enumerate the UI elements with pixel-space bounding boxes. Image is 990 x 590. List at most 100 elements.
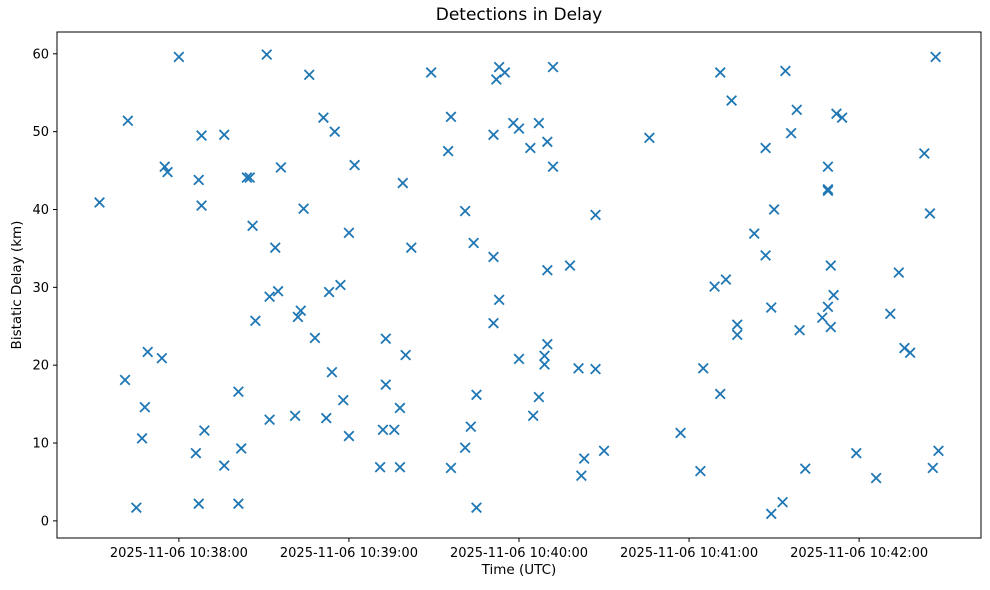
detection-marker xyxy=(720,274,732,285)
detection-marker xyxy=(193,174,205,186)
detection-marker xyxy=(173,51,185,63)
detection-marker xyxy=(825,260,837,271)
detection-marker xyxy=(777,496,789,508)
detection-marker xyxy=(825,321,837,333)
detection-marker xyxy=(643,132,655,144)
detection-marker xyxy=(488,251,499,263)
detection-marker xyxy=(289,410,301,422)
detection-marker xyxy=(264,414,276,426)
y-tick-label: 40 xyxy=(32,203,49,218)
detection-marker xyxy=(343,430,355,442)
detection-marker xyxy=(547,61,559,73)
detection-marker xyxy=(499,67,511,78)
detection-marker xyxy=(162,166,173,178)
detection-marker xyxy=(380,379,392,391)
detection-marker xyxy=(323,286,335,298)
detection-marker xyxy=(850,447,862,459)
detection-marker xyxy=(235,443,247,454)
y-tick-label: 20 xyxy=(32,359,49,374)
detection-marker xyxy=(159,161,171,173)
detection-marker xyxy=(218,460,230,472)
detection-marker xyxy=(380,333,392,345)
y-tick-label: 0 xyxy=(41,514,49,529)
x-tick-label: 2025-11-06 10:40:00 xyxy=(450,546,588,561)
detection-marker xyxy=(547,161,559,173)
detection-marker xyxy=(513,353,525,365)
detection-marker xyxy=(924,207,936,219)
detection-marker xyxy=(765,508,777,520)
detection-marker xyxy=(933,445,944,457)
detection-marker xyxy=(590,209,601,221)
detection-marker xyxy=(337,394,349,406)
detection-marker xyxy=(493,294,505,306)
detection-marker xyxy=(927,462,939,474)
detection-marker xyxy=(343,227,355,239)
detection-marker xyxy=(488,317,499,329)
detection-marker xyxy=(465,421,477,433)
detection-marker xyxy=(527,410,539,422)
detection-marker xyxy=(471,502,482,514)
detection-marker xyxy=(598,445,610,457)
detection-marker xyxy=(196,130,207,141)
detection-marker xyxy=(405,242,417,254)
detection-marker xyxy=(94,197,105,208)
detection-marker xyxy=(232,386,244,398)
detection-marker xyxy=(122,115,134,127)
detection-marker xyxy=(388,424,400,436)
detection-marker xyxy=(309,332,321,344)
detection-marker xyxy=(539,358,550,370)
detection-marker xyxy=(261,49,273,61)
detection-marker xyxy=(198,425,210,437)
detection-marker xyxy=(249,315,261,327)
detection-marker xyxy=(697,362,709,374)
detection-marker xyxy=(468,237,480,249)
detection-marker xyxy=(831,108,842,120)
detection-marker xyxy=(490,74,502,85)
detection-marker xyxy=(241,172,253,184)
detection-marker xyxy=(425,67,437,78)
detection-marker xyxy=(918,148,930,159)
detection-marker xyxy=(142,346,154,358)
detection-marker xyxy=(768,204,780,215)
detection-marker xyxy=(119,374,131,386)
y-tick-label: 10 xyxy=(32,437,49,452)
detection-marker xyxy=(272,285,284,297)
detection-marker xyxy=(675,427,686,439)
detection-marker xyxy=(564,260,576,271)
detection-marker xyxy=(748,228,760,240)
detection-marker xyxy=(459,205,471,217)
detection-marker xyxy=(298,203,310,215)
detection-marker xyxy=(397,177,409,189)
detection-marker xyxy=(791,104,803,116)
detection-marker xyxy=(836,112,848,124)
detection-marker xyxy=(130,502,142,514)
detection-marker xyxy=(726,95,738,106)
detection-marker xyxy=(329,126,341,138)
y-tick-label: 60 xyxy=(32,47,49,62)
y-tick-label: 30 xyxy=(32,281,49,296)
x-axis-label: Time (UTC) xyxy=(481,562,557,578)
detection-marker xyxy=(533,117,545,129)
detection-marker xyxy=(303,69,315,81)
detection-marker xyxy=(731,319,743,331)
detection-marker xyxy=(578,453,590,465)
detection-marker xyxy=(785,127,797,139)
x-tick-label: 2025-11-06 10:41:00 xyxy=(620,546,758,561)
detection-marker xyxy=(816,312,828,324)
detection-marker xyxy=(445,462,457,474)
detection-marker xyxy=(295,305,307,317)
y-axis-label: Bistatic Delay (km) xyxy=(9,220,25,350)
axes-ticks: 2025-11-06 10:38:00 2025-11-06 10:39:00 20… xyxy=(32,47,928,561)
detection-marker xyxy=(779,65,791,77)
detection-marker xyxy=(349,159,361,171)
detection-marker xyxy=(822,301,834,313)
detection-marker xyxy=(575,470,587,482)
detection-marker xyxy=(190,447,202,459)
detection-marker xyxy=(541,264,553,276)
detection-marker xyxy=(731,329,743,341)
detection-marker xyxy=(292,311,304,323)
detection-marker xyxy=(799,463,811,475)
detection-marker xyxy=(539,350,550,362)
